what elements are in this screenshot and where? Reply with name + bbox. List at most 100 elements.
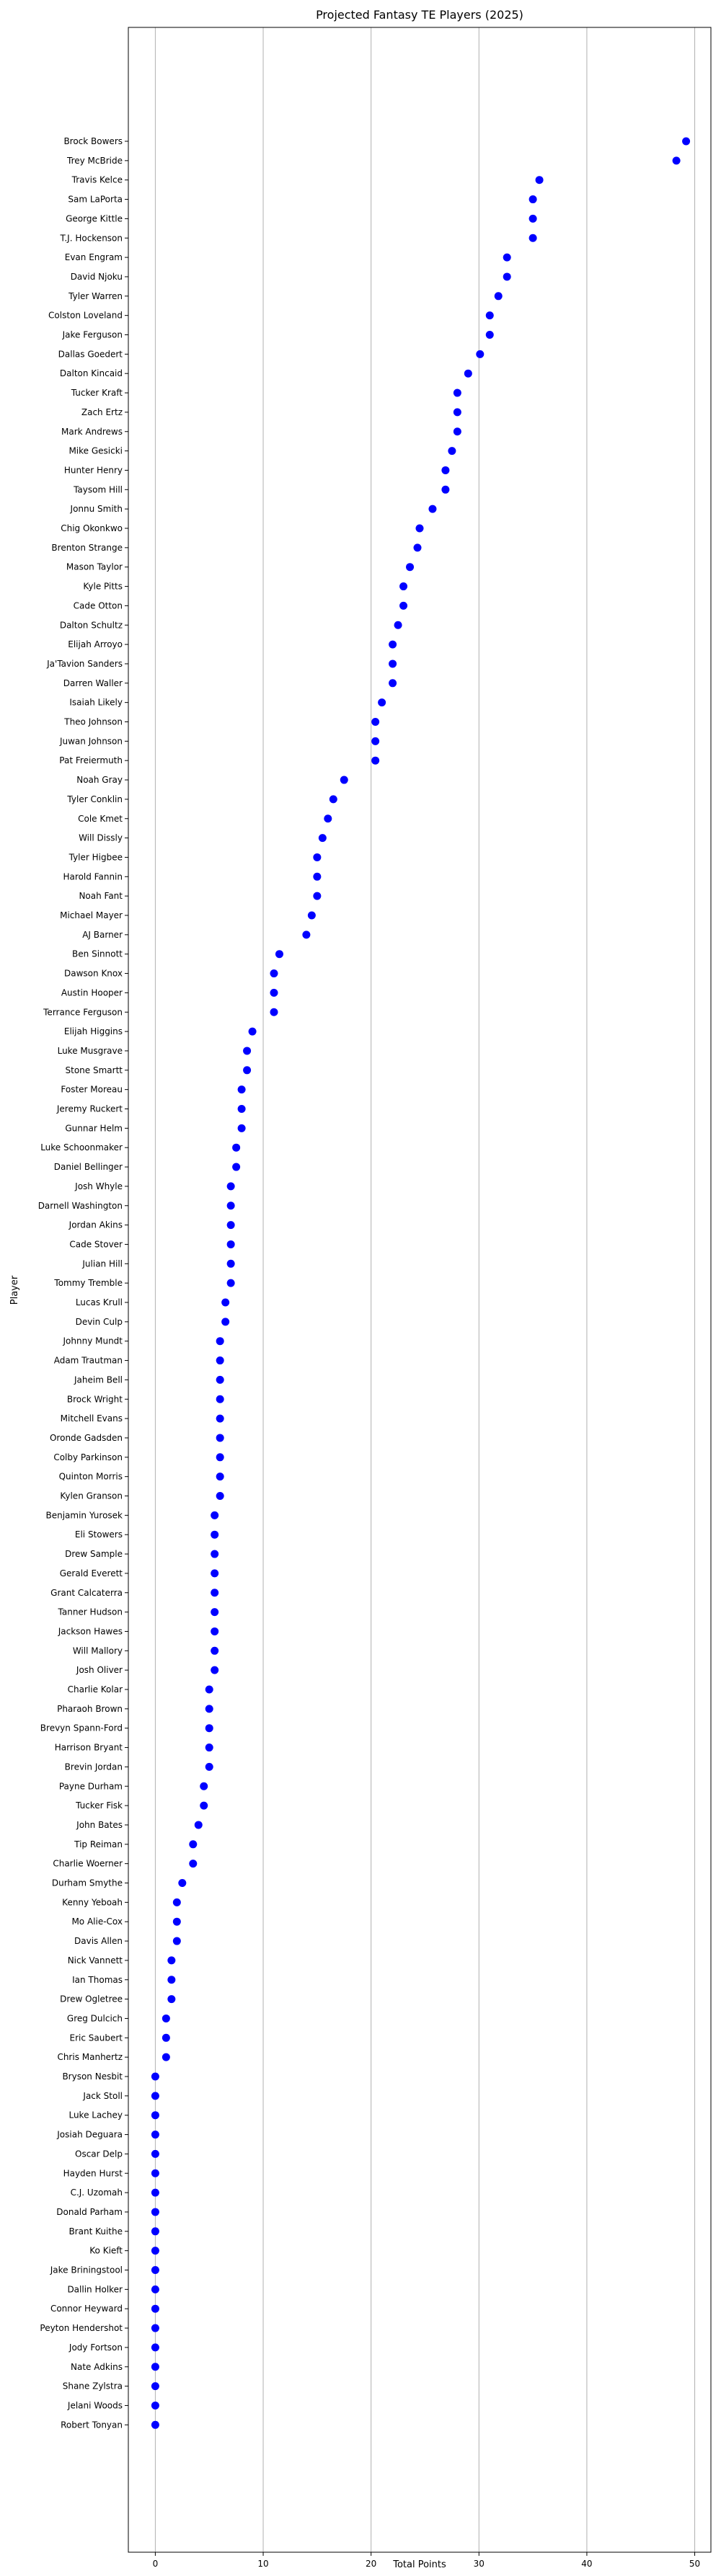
data-point: [194, 1821, 203, 1829]
data-point: [270, 969, 278, 978]
y-tick-label: Ko Kieft: [89, 2246, 123, 2256]
data-point: [151, 2149, 159, 2158]
data-point: [399, 582, 408, 591]
data-point: [232, 1163, 241, 1171]
y-tick-label: Foster Moreau: [61, 1085, 123, 1095]
x-axis-label: Total Points: [392, 2559, 446, 2570]
y-tick-label: Zach Ertz: [81, 407, 123, 417]
y-tick-label: Johnny Mundt: [63, 1336, 123, 1346]
y-tick-label: Cole Kmet: [78, 814, 123, 824]
data-point: [441, 466, 450, 474]
data-point: [151, 2072, 159, 2081]
y-tick-label: Tyler Warren: [68, 291, 123, 301]
y-tick-label: Evan Engram: [65, 252, 123, 262]
y-tick-label: Luke Schoonmaker: [40, 1142, 123, 1152]
data-point: [205, 1685, 213, 1694]
data-point: [494, 292, 503, 301]
x-tick-label: 50: [689, 2559, 700, 2569]
data-point: [151, 2285, 159, 2293]
y-tick-label: Luke Musgrave: [58, 1046, 123, 1056]
y-tick-label: Tucker Kraft: [71, 388, 123, 398]
y-tick-label: Dawson Knox: [64, 969, 123, 979]
data-point: [172, 1917, 181, 1926]
data-point: [221, 1318, 230, 1326]
data-point: [172, 1898, 181, 1906]
data-point: [406, 563, 415, 572]
y-tick-label: Darren Waller: [63, 678, 123, 688]
data-point: [441, 485, 450, 494]
y-tick-label: Dallas Goedert: [58, 349, 123, 359]
data-point: [389, 659, 397, 668]
data-point: [151, 2324, 159, 2332]
data-point: [205, 1724, 213, 1733]
chart-title: Projected Fantasy TE Players (2025): [316, 8, 523, 22]
y-tick-label: Isaiah Likely: [69, 698, 123, 708]
y-tick-label: Ben Sinnott: [72, 949, 123, 959]
y-tick-label: Tanner Hudson: [58, 1607, 123, 1617]
data-point: [151, 2266, 159, 2274]
y-tick-label: Mo Alie-Cox: [71, 1917, 123, 1927]
y-tick-label: Luke Lachey: [68, 2110, 123, 2120]
y-tick-label: Charlie Woerner: [53, 1859, 123, 1869]
data-point: [205, 1762, 213, 1771]
y-tick-label: Peyton Hendershot: [40, 2323, 123, 2333]
y-tick-label: Noah Gray: [76, 775, 123, 785]
y-tick-label: Hunter Henry: [64, 465, 123, 475]
x-tick-label: 40: [581, 2559, 592, 2569]
data-point: [428, 505, 437, 513]
y-tick-label: Taysom Hill: [73, 484, 123, 494]
data-point: [178, 1879, 187, 1887]
y-tick-label: Payne Durham: [59, 1781, 123, 1791]
y-tick-label: David Njoku: [71, 272, 123, 282]
data-point: [211, 1569, 219, 1578]
y-axis-label: Player: [9, 1275, 20, 1305]
data-point: [682, 137, 691, 146]
data-point: [200, 1801, 208, 1810]
data-point: [448, 447, 456, 456]
data-point: [243, 1047, 252, 1055]
data-point: [167, 1976, 176, 1984]
y-tick-label: Dallin Holker: [67, 2284, 123, 2294]
y-tick-label: Juwan Johnson: [59, 736, 123, 746]
data-point: [275, 950, 283, 959]
data-point: [324, 814, 332, 823]
data-point: [389, 640, 397, 649]
y-tick-label: Mason Taylor: [66, 562, 123, 572]
y-tick-label: Brant Kuithe: [68, 2226, 123, 2237]
y-tick-label: Bryson Nesbit: [62, 2071, 123, 2082]
y-tick-label: Brevyn Spann-Ford: [40, 1723, 123, 1733]
y-tick-label: Nate Adkins: [71, 2362, 123, 2372]
y-tick-label: Stone Smartt: [66, 1065, 123, 1075]
data-point: [503, 253, 511, 262]
data-point: [205, 1705, 213, 1713]
data-point: [151, 2420, 159, 2429]
data-point: [313, 892, 322, 900]
data-point: [151, 2131, 159, 2139]
y-tick-label: Austin Hooper: [61, 987, 123, 998]
y-tick-label: Drew Sample: [65, 1549, 123, 1559]
data-point: [528, 195, 537, 204]
y-tick-label: Chris Manhertz: [57, 2052, 123, 2062]
data-point: [313, 853, 322, 861]
y-tick-label: Jody Fortson: [68, 2342, 123, 2353]
grid-lines: [154, 27, 696, 2552]
data-point: [216, 1492, 224, 1500]
y-tick-label: Jake Ferguson: [62, 330, 123, 340]
plot-area-frame: [128, 27, 712, 2553]
y-tick-label: Davis Allen: [74, 1936, 123, 1946]
data-point: [237, 1085, 246, 1094]
data-point: [464, 369, 472, 378]
data-point: [211, 1589, 219, 1597]
y-tick-label: Tommy Tremble: [53, 1278, 123, 1288]
y-tick-label: Nick Vannett: [68, 1955, 123, 1966]
data-point: [211, 1646, 219, 1655]
data-point: [151, 2208, 159, 2216]
y-tick-label: Ja'Tavion Sanders: [46, 659, 123, 669]
data-point: [211, 1530, 219, 1539]
data-point: [226, 1279, 235, 1287]
y-tick-label: Quinton Morris: [59, 1472, 123, 1482]
y-tick-label: Donald Parham: [56, 2207, 123, 2217]
y-tick-label: Kyle Pitts: [83, 582, 123, 592]
data-point: [394, 621, 402, 629]
